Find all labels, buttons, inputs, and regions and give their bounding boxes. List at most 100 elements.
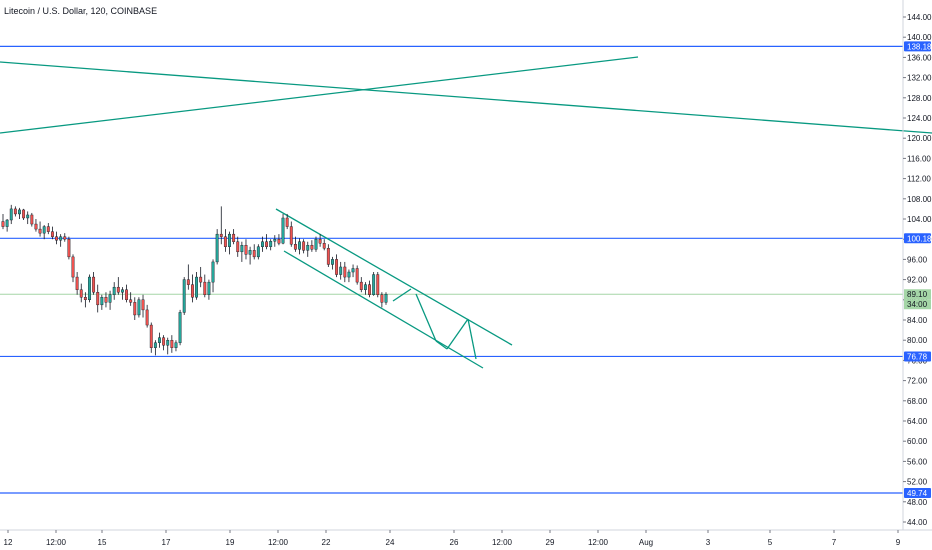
candle-body: [34, 223, 38, 230]
countdown-badge: [904, 299, 931, 310]
x-tick-label: 15: [98, 538, 107, 547]
candle-body: [339, 266, 343, 275]
candle-body: [203, 281, 207, 295]
candle-body: [1, 221, 5, 227]
candle-body: [232, 233, 236, 242]
trend-line: [435, 340, 448, 350]
candle-body: [326, 248, 330, 265]
candle-body: [9, 208, 13, 221]
y-tick-label: 48.00: [907, 498, 928, 507]
candle-body: [108, 294, 112, 303]
trend-line: [392, 288, 412, 302]
last-price-badge: [904, 289, 931, 300]
candle-body: [182, 279, 186, 313]
y-tick-label: 136.00: [907, 53, 932, 62]
candle-body: [314, 238, 318, 250]
candle-body: [310, 245, 314, 250]
level-price-label: 76.78: [907, 352, 928, 361]
candle-body: [71, 256, 75, 278]
candle-body: [67, 238, 71, 258]
chart-title: Litecoin / U.S. Dollar, 120, COINBASE: [4, 6, 158, 16]
candle-body: [42, 226, 46, 234]
candle-body: [104, 297, 108, 303]
candle-body: [219, 233, 223, 237]
candle-body: [125, 289, 128, 301]
last-price-label: 89.10: [907, 290, 928, 299]
candle-body: [372, 274, 376, 295]
candle-body: [261, 241, 264, 247]
candle-body: [83, 297, 87, 300]
x-tick-label: 12:00: [492, 538, 513, 547]
countdown-label: 34:00: [907, 300, 928, 309]
candle-body: [335, 259, 339, 275]
candle-body: [199, 276, 203, 283]
candle-body: [158, 337, 161, 343]
candle-body: [244, 245, 248, 255]
candle-body: [13, 208, 17, 215]
candle-body: [145, 309, 149, 326]
x-tick-label: 3: [706, 538, 711, 547]
level-price-label: 49.74: [907, 489, 928, 498]
candle-body: [269, 241, 273, 247]
x-tick-label: 12:00: [268, 538, 289, 547]
candle-body: [92, 276, 96, 293]
x-tick-label: 29: [546, 538, 555, 547]
candle-body: [63, 236, 67, 240]
y-tick-label: 108.00: [907, 195, 932, 204]
y-tick-label: 60.00: [907, 437, 928, 446]
candle-body: [30, 214, 34, 225]
y-tick-label: 68.00: [907, 397, 928, 406]
candle-body: [178, 312, 182, 343]
x-tick-label: 12:00: [46, 538, 67, 547]
candle-body: [380, 294, 384, 303]
y-tick-label: 128.00: [907, 94, 932, 103]
y-tick-label: 132.00: [907, 74, 932, 83]
x-tick-label: 12:00: [588, 538, 609, 547]
level-price-badge: [904, 233, 931, 244]
candle-body: [195, 276, 198, 298]
candle-body: [186, 279, 190, 285]
candle-body: [236, 241, 240, 253]
x-tick-label: 5: [768, 538, 773, 547]
candle-body: [273, 238, 277, 242]
candle-body: [252, 250, 256, 258]
x-tick-label: 17: [162, 538, 171, 547]
y-tick-label: 140.00: [907, 33, 932, 42]
y-tick-label: 92.00: [907, 276, 928, 285]
candle-body: [46, 226, 50, 232]
x-tick-label: 12: [4, 538, 13, 547]
candle-body: [55, 236, 58, 241]
candle-body: [289, 226, 293, 245]
candle-body: [129, 299, 133, 303]
y-tick-label: 72.00: [907, 377, 928, 386]
trend-line: [275, 208, 513, 346]
candle-body: [162, 337, 166, 346]
plot-area: [0, 45, 932, 494]
candle-body: [5, 219, 9, 227]
level-price-label: 138.18: [907, 42, 932, 51]
x-tick-label: 22: [322, 538, 331, 547]
candle-body: [376, 274, 380, 295]
candle-body: [347, 271, 351, 278]
level-price-badge: [904, 41, 931, 52]
trend-line: [415, 293, 437, 342]
y-tick-label: 96.00: [907, 255, 928, 264]
candle-body: [149, 324, 153, 348]
candle-body: [359, 281, 363, 290]
candle-body: [322, 243, 326, 249]
candle-body: [38, 228, 42, 234]
y-tick-label: 124.00: [907, 114, 932, 123]
x-tick-label: 7: [832, 538, 837, 547]
trend-line: [446, 318, 469, 350]
candle-body: [112, 286, 116, 295]
candle-body: [228, 233, 231, 247]
candle-body: [120, 289, 124, 293]
candle-body: [215, 233, 219, 263]
y-tick-label: 56.00: [907, 457, 928, 466]
candle-body: [211, 261, 215, 283]
y-tick-label: 64.00: [907, 417, 928, 426]
candle-body: [343, 266, 347, 278]
candle-body: [302, 241, 306, 251]
candle-body: [75, 276, 79, 290]
